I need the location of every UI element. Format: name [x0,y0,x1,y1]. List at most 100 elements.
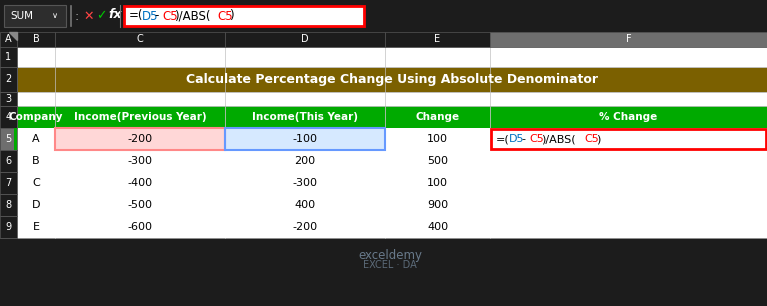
Text: Calculate Percentage Change Using Absolute Denominator: Calculate Percentage Change Using Absolu… [186,73,598,86]
Text: C: C [32,178,40,188]
Text: -100: -100 [292,134,318,144]
Text: )/ABS(: )/ABS( [541,134,575,144]
Text: Change: Change [416,112,459,122]
Text: Company: Company [8,112,63,122]
Bar [0,32,767,47]
Text: ✕: ✕ [83,9,94,23]
Text: ): ) [229,9,234,23]
Text: -: - [521,134,525,144]
Text: 3: 3 [5,94,12,104]
Text: ): ) [596,134,601,144]
Bar [385,216,490,238]
Text: B: B [32,156,40,166]
Text: D: D [31,200,40,210]
Bar [124,6,364,26]
Text: 1: 1 [5,52,12,62]
Bar [490,106,767,128]
Text: C5: C5 [162,9,178,23]
Text: D5: D5 [509,134,525,144]
Bar [55,150,225,172]
Bar [490,216,767,238]
Text: -600: -600 [127,222,153,232]
Text: A: A [5,35,12,44]
Text: B: B [33,35,39,44]
Bar [55,128,225,150]
Bar [55,172,225,194]
Bar [55,106,225,128]
Bar [0,128,17,150]
Text: Income(Previous Year): Income(Previous Year) [74,112,206,122]
Text: F: F [626,35,631,44]
Bar [55,128,225,150]
Text: 8: 8 [5,200,12,210]
Text: 6: 6 [5,156,12,166]
Text: -200: -200 [127,134,153,144]
Text: SUM: SUM [11,11,34,21]
Bar [490,150,767,172]
Bar [0,92,17,106]
Text: 9: 9 [5,222,12,232]
Text: EXCEL · DA: EXCEL · DA [363,260,417,270]
Bar [0,47,17,67]
Text: C5: C5 [217,9,232,23]
Bar [17,47,767,238]
Bar [225,128,385,150]
Text: ✓: ✓ [96,9,107,23]
Text: -200: -200 [292,222,318,232]
Text: C5: C5 [584,134,599,144]
Bar [14,128,17,150]
Text: 5: 5 [5,134,12,144]
Text: 2: 2 [5,74,12,84]
Text: 100: 100 [427,178,448,188]
Polygon shape [8,32,17,40]
Bar [17,32,55,47]
Text: C5: C5 [529,134,544,144]
Bar [0,216,17,238]
Bar [490,172,767,194]
Bar [225,128,385,150]
Bar [55,194,225,216]
Bar [55,32,225,47]
Text: fx: fx [108,9,122,21]
Bar [225,172,385,194]
Text: 900: 900 [427,200,448,210]
Bar [0,0,767,32]
Text: -400: -400 [127,178,153,188]
Bar [490,128,767,150]
Bar [17,106,55,128]
Bar [17,128,55,150]
Text: )/ABS(: )/ABS( [174,9,210,23]
Bar [0,194,17,216]
Text: Income(This Year): Income(This Year) [252,112,358,122]
Bar [385,128,490,150]
Text: -500: -500 [127,200,153,210]
Text: 100: 100 [427,134,448,144]
Text: -300: -300 [127,156,153,166]
Bar [225,32,385,47]
Bar [0,172,17,194]
Bar [490,194,767,216]
Bar [385,32,490,47]
Text: D5: D5 [142,9,159,23]
Text: :: : [74,9,78,23]
Text: 4: 4 [5,112,12,122]
Text: ∨: ∨ [52,12,58,21]
Bar [0,150,17,172]
Text: exceldemy: exceldemy [358,248,422,262]
Text: =(: =( [129,9,143,23]
Text: 400: 400 [295,200,315,210]
Bar [225,106,385,128]
Bar [17,216,55,238]
Bar [490,32,767,47]
Text: 400: 400 [427,222,448,232]
Text: 200: 200 [295,156,315,166]
Bar [385,106,490,128]
Bar [0,32,17,47]
Bar [0,67,17,92]
Text: E: E [32,222,39,232]
Bar [17,194,55,216]
Text: 500: 500 [427,156,448,166]
Text: A: A [32,134,40,144]
Bar [225,150,385,172]
Bar [385,150,490,172]
